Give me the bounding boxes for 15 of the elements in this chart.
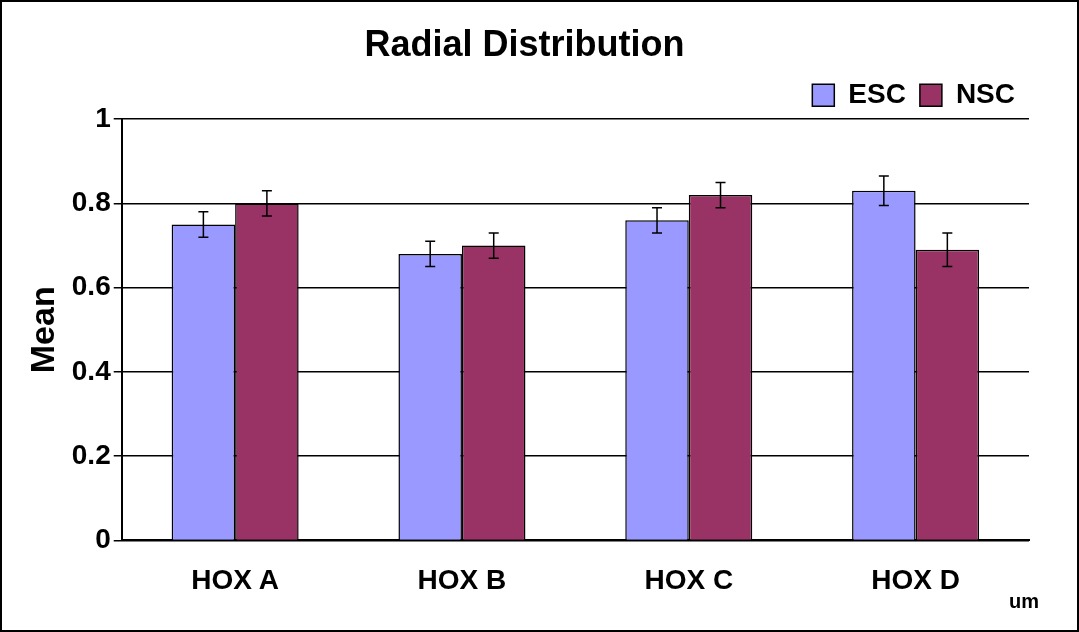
y-tick-label: 0.2 bbox=[71, 438, 111, 470]
y-tick-label: 0.8 bbox=[71, 186, 111, 218]
x-tick-label: HOX C bbox=[644, 563, 734, 595]
x-tick-label: HOX D bbox=[871, 563, 960, 595]
x-tick-label: HOX A bbox=[191, 563, 279, 595]
y-axis-title: Mean bbox=[22, 286, 61, 374]
y-tick-label: 1 bbox=[95, 101, 111, 133]
legend-label: NSC bbox=[955, 77, 1016, 109]
text: um bbox=[1009, 589, 1039, 612]
y-tick-label: 0.6 bbox=[71, 270, 111, 302]
legend-label: ESC bbox=[848, 77, 906, 109]
y-tick-label: 0 bbox=[95, 523, 111, 555]
x-tick-label: HOX B bbox=[417, 563, 507, 595]
y-tick-label: 0.4 bbox=[71, 354, 112, 386]
chart-title: Radial Distribution bbox=[364, 22, 685, 64]
